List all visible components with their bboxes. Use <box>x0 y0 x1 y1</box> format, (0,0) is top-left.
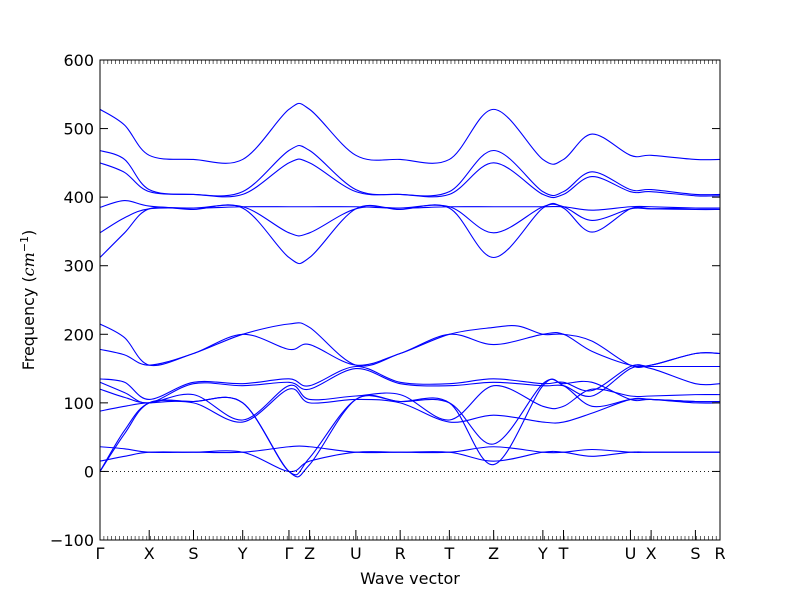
band-10 <box>99 365 721 404</box>
x-minor-ticks <box>99 60 717 540</box>
x-tick-label: Γ <box>96 544 105 563</box>
y-label-math: cm <box>19 252 38 276</box>
y-tick-label: 300 <box>63 257 94 276</box>
x-tick-label: T <box>558 544 569 563</box>
band-16 <box>99 378 721 476</box>
x-tick-label: R <box>714 544 725 563</box>
band-curves <box>99 102 721 478</box>
y-label-suffix: ) <box>19 230 38 236</box>
band-7 <box>99 322 721 368</box>
band-12 <box>99 388 721 424</box>
x-tick-label: U <box>350 544 362 563</box>
y-axis-label: Frequency (cm−1) <box>18 230 38 371</box>
x-axis-label: Wave vector <box>360 569 460 588</box>
band-9 <box>99 364 720 400</box>
band-3 <box>99 158 721 199</box>
x-tick-label: Γ <box>284 544 293 563</box>
y-tick-label: 200 <box>63 325 94 344</box>
x-tick-label: Y <box>237 544 248 563</box>
x-tick-label: R <box>395 544 406 563</box>
x-tick-label: Y <box>537 544 548 563</box>
x-tick-label: T <box>443 544 454 563</box>
y-tick-label: 100 <box>63 394 94 413</box>
y-tick-label: 0 <box>84 462 94 481</box>
band-14 <box>99 450 720 473</box>
band-15 <box>99 378 721 478</box>
y-tick-label: −100 <box>50 531 94 550</box>
y-label-exponent: −1 <box>18 236 31 252</box>
band-8 <box>99 332 721 368</box>
x-tick-label: Z <box>304 544 315 563</box>
x-tick-label: X <box>646 544 657 563</box>
band-1 <box>99 102 721 165</box>
y-label-prefix: Frequency ( <box>19 276 38 370</box>
y-tick-label: 400 <box>63 188 94 207</box>
plot-frame <box>99 59 721 541</box>
x-tick-label: X <box>144 544 155 563</box>
y-ticks: −100 0 100 200 300 400 500 600 <box>50 51 720 550</box>
x-tick-label: S <box>690 544 700 563</box>
y-tick-label: 500 <box>63 120 94 139</box>
band-11 <box>99 384 721 421</box>
y-tick-label: 600 <box>63 51 94 70</box>
x-tick-label: Z <box>488 544 499 563</box>
x-tick-label: S <box>188 544 198 563</box>
x-tick-label: U <box>625 544 637 563</box>
band-6 <box>99 202 721 265</box>
